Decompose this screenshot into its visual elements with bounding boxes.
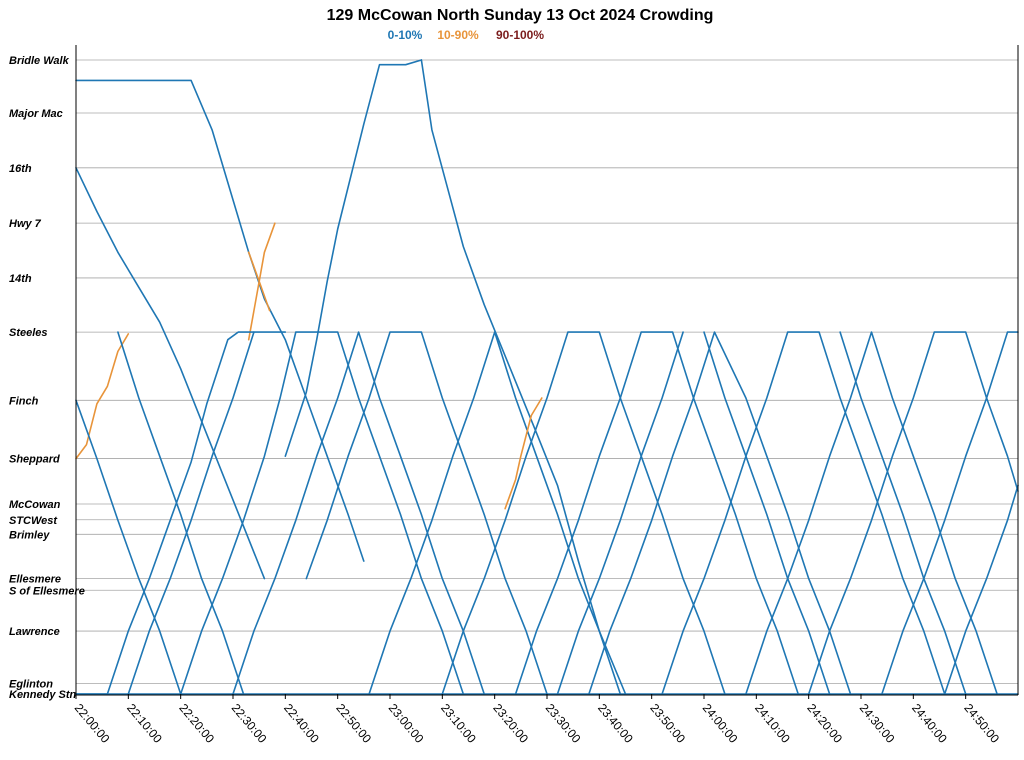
series-line-12 <box>441 331 726 695</box>
x-tick-label: 22:50:00 <box>333 701 374 746</box>
series-line-8 <box>75 331 287 695</box>
series-line-23 <box>117 331 245 695</box>
series-line-19 <box>881 331 1019 695</box>
series-line-5 <box>247 222 276 341</box>
chart-title: 129 McCowan North Sunday 13 Oct 2024 Cro… <box>327 7 714 24</box>
stop-label-lawrence: Lawrence <box>9 626 60 638</box>
stop-label-steeles: Steeles <box>9 327 48 339</box>
series-line-24 <box>305 331 548 695</box>
series-line-27 <box>839 331 967 695</box>
series-line-11 <box>368 331 622 695</box>
x-tick-label: 22:10:00 <box>124 701 165 746</box>
stop-label-finch: Finch <box>9 395 39 407</box>
series-line-2 <box>75 79 365 562</box>
x-tick-label: 22:40:00 <box>281 701 322 746</box>
x-tick-label: 23:40:00 <box>595 701 636 746</box>
series-line-4 <box>284 59 423 457</box>
x-tick-label: 24:30:00 <box>857 701 898 746</box>
stop-label-14th: 14th <box>9 273 32 285</box>
x-tick-label: 24:50:00 <box>961 701 1002 746</box>
series-line-16 <box>661 331 946 695</box>
x-tick-label: 23:20:00 <box>490 701 531 746</box>
x-tick-label: 22:20:00 <box>176 701 217 746</box>
x-axis-ticks: 22:00:00 22:10:00 22:20:00 22:30:00 22:40:00… <box>72 694 1002 746</box>
series-line-13 <box>504 397 543 510</box>
x-tick-label: 23:50:00 <box>647 701 688 746</box>
stop-label-major-mac: Major Mac <box>9 108 63 120</box>
series-line-17 <box>745 331 998 695</box>
x-tick-label: 24:00:00 <box>700 701 741 746</box>
x-tick-label: 24:40:00 <box>909 701 950 746</box>
series-line-6 <box>420 59 627 695</box>
stop-label-brimley: Brimley <box>9 529 50 541</box>
series-line-7 <box>75 167 266 580</box>
stop-label-eglinton: Eglinton <box>9 679 53 691</box>
series-line-25 <box>556 331 684 695</box>
x-tick-label: 22:30:00 <box>229 701 270 746</box>
x-tick-label: 24:10:00 <box>752 701 793 746</box>
stop-label-s-of-ellesmere: S of Ellesmere <box>9 585 85 597</box>
legend-entry-mid: 10-90% <box>437 28 479 42</box>
series-line-10 <box>232 331 485 695</box>
stop-labels: Bridle Walk Major Mac 16th Hwy 7 14th Steeles… <box>9 55 85 701</box>
legend-entry-high: 90-100% <box>496 28 544 42</box>
stop-label-hwy-7: Hwy 7 <box>9 218 42 230</box>
series-line-21 <box>75 399 182 695</box>
gridlines <box>76 59 1018 695</box>
stop-label-stcwest: STCWest <box>9 515 58 527</box>
stop-label-sheppard: Sheppard <box>9 454 60 466</box>
x-tick-label: 24:20:00 <box>804 701 845 746</box>
series-line-15 <box>588 331 852 695</box>
series-line-22 <box>127 331 255 695</box>
x-tick-label: 22:00:00 <box>72 701 113 746</box>
legend: 0-10% 10-90% 90-100% <box>388 28 545 42</box>
series-line-18 <box>807 331 1019 695</box>
stop-label-kennedy-stn: Kennedy Stn <box>9 689 77 701</box>
x-tick-label: 23:30:00 <box>543 701 584 746</box>
series-line-9 <box>179 331 465 695</box>
stop-label-mccowan: McCowan <box>9 499 61 511</box>
x-tick-label: 23:00:00 <box>386 701 427 746</box>
stop-label-16th: 16th <box>9 163 32 175</box>
x-tick-label: 23:10:00 <box>438 701 479 746</box>
series-line-26 <box>703 331 831 695</box>
series-group <box>75 59 1019 695</box>
series-line-20 <box>943 484 1019 695</box>
legend-entry-low: 0-10% <box>388 28 423 42</box>
series-line-1 <box>75 333 130 460</box>
series-line-14 <box>514 331 799 695</box>
stop-label-ellesmere: Ellesmere <box>9 574 61 586</box>
stop-label-bridle-walk: Bridle Walk <box>9 55 70 67</box>
